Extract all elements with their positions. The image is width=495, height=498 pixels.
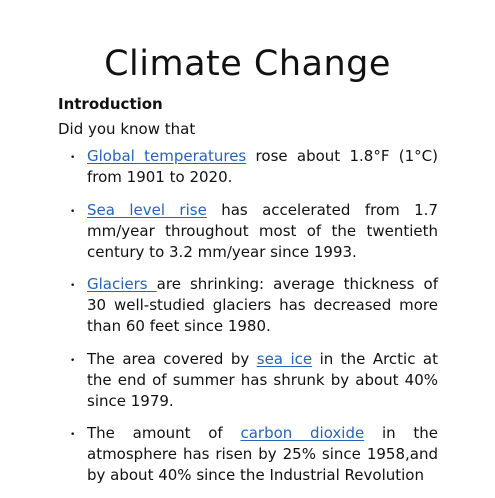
bullet-icon (70, 153, 75, 163)
page-title: Climate Change (104, 44, 391, 84)
list-item-text: has accelerated from 1.7 mm/year through… (87, 200, 438, 261)
link-global-temperatures[interactable]: Global temperatures (87, 147, 247, 165)
link-glaciers[interactable]: Glaciers (87, 275, 157, 293)
list-item-text: in the Arctic at the end of summer has s… (87, 349, 438, 410)
link-carbon-dioxide[interactable]: carbon dioxide (240, 424, 365, 442)
list-item-text: rose about 1.8°F (1°C) from 1901 to 2020… (87, 147, 438, 186)
list-item-prefix: The amount of (87, 424, 241, 442)
intro-text: Did you know that (58, 120, 196, 138)
section-heading: Introduction (58, 95, 163, 113)
list-item-text: in the atmosphere has risen by 25% since… (87, 424, 439, 484)
link-sea-ice[interactable]: sea ice (256, 349, 313, 368)
list-item-prefix: The area covered by (87, 349, 257, 368)
bullet-icon (70, 207, 75, 217)
bullet-icon (70, 281, 75, 291)
list-item: Sea level rise has accelerated from 1.7 … (58, 200, 438, 263)
list-item: Global temperatures rose about 1.8°F (1°… (58, 146, 438, 188)
bullet-icon (70, 356, 75, 366)
list-item: The amount of carbon dioxide in the atmo… (58, 423, 438, 486)
list-item-text: are shrinking: average thickness of 30 w… (87, 275, 438, 335)
bullet-icon (70, 430, 75, 440)
bullet-list: Global temperatures rose about 1.8°F (1°… (58, 146, 438, 498)
link-sea-level-rise[interactable]: Sea level rise (87, 200, 207, 219)
list-item: The area covered by sea ice in the Arcti… (58, 349, 438, 412)
list-item: Glaciers are shrinking: average thicknes… (58, 274, 438, 337)
